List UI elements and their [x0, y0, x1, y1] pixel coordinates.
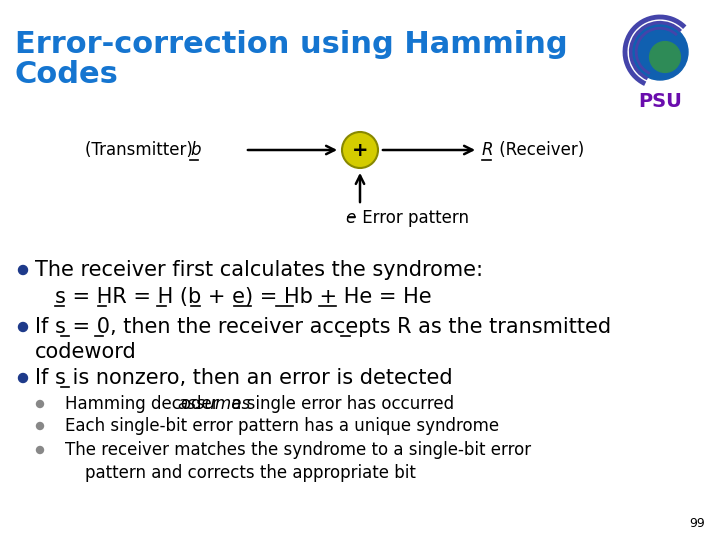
Text: 99: 99 [689, 517, 705, 530]
Text: Error pattern: Error pattern [357, 209, 469, 227]
Text: If s is nonzero, then an error is detected: If s is nonzero, then an error is detect… [35, 368, 453, 388]
Circle shape [649, 42, 680, 72]
Text: If s = 0, then the receiver accepts R as the transmitted: If s = 0, then the receiver accepts R as… [35, 317, 611, 337]
Text: The receiver first calculates the syndrome:: The receiver first calculates the syndro… [35, 260, 483, 280]
Text: +: + [352, 140, 368, 159]
Text: Error-correction using Hamming: Error-correction using Hamming [15, 30, 567, 59]
Text: (Receiver): (Receiver) [494, 141, 584, 159]
Text: b: b [190, 141, 200, 159]
Text: e: e [345, 209, 355, 227]
Circle shape [19, 322, 27, 332]
Text: Codes: Codes [15, 60, 119, 89]
Text: pattern and corrects the appropriate bit: pattern and corrects the appropriate bit [85, 464, 416, 482]
Circle shape [632, 24, 688, 80]
Text: Each single-bit error pattern has a unique syndrome: Each single-bit error pattern has a uniq… [65, 417, 499, 435]
Text: a single error has occurred: a single error has occurred [226, 395, 454, 413]
Text: R: R [482, 141, 493, 159]
Text: Hamming decoder: Hamming decoder [65, 395, 224, 413]
Text: assumes: assumes [177, 395, 250, 413]
Circle shape [19, 374, 27, 382]
Circle shape [37, 401, 43, 408]
Circle shape [37, 422, 43, 429]
Text: s = HR = H (b + e) = Hb + He = He: s = HR = H (b + e) = Hb + He = He [55, 287, 431, 307]
Circle shape [19, 266, 27, 274]
Text: codeword: codeword [35, 342, 137, 362]
Circle shape [37, 447, 43, 454]
Circle shape [342, 132, 378, 168]
Text: The receiver matches the syndrome to a single-bit error: The receiver matches the syndrome to a s… [65, 441, 531, 459]
Text: PSU: PSU [638, 92, 682, 111]
Text: (Transmitter): (Transmitter) [85, 141, 198, 159]
